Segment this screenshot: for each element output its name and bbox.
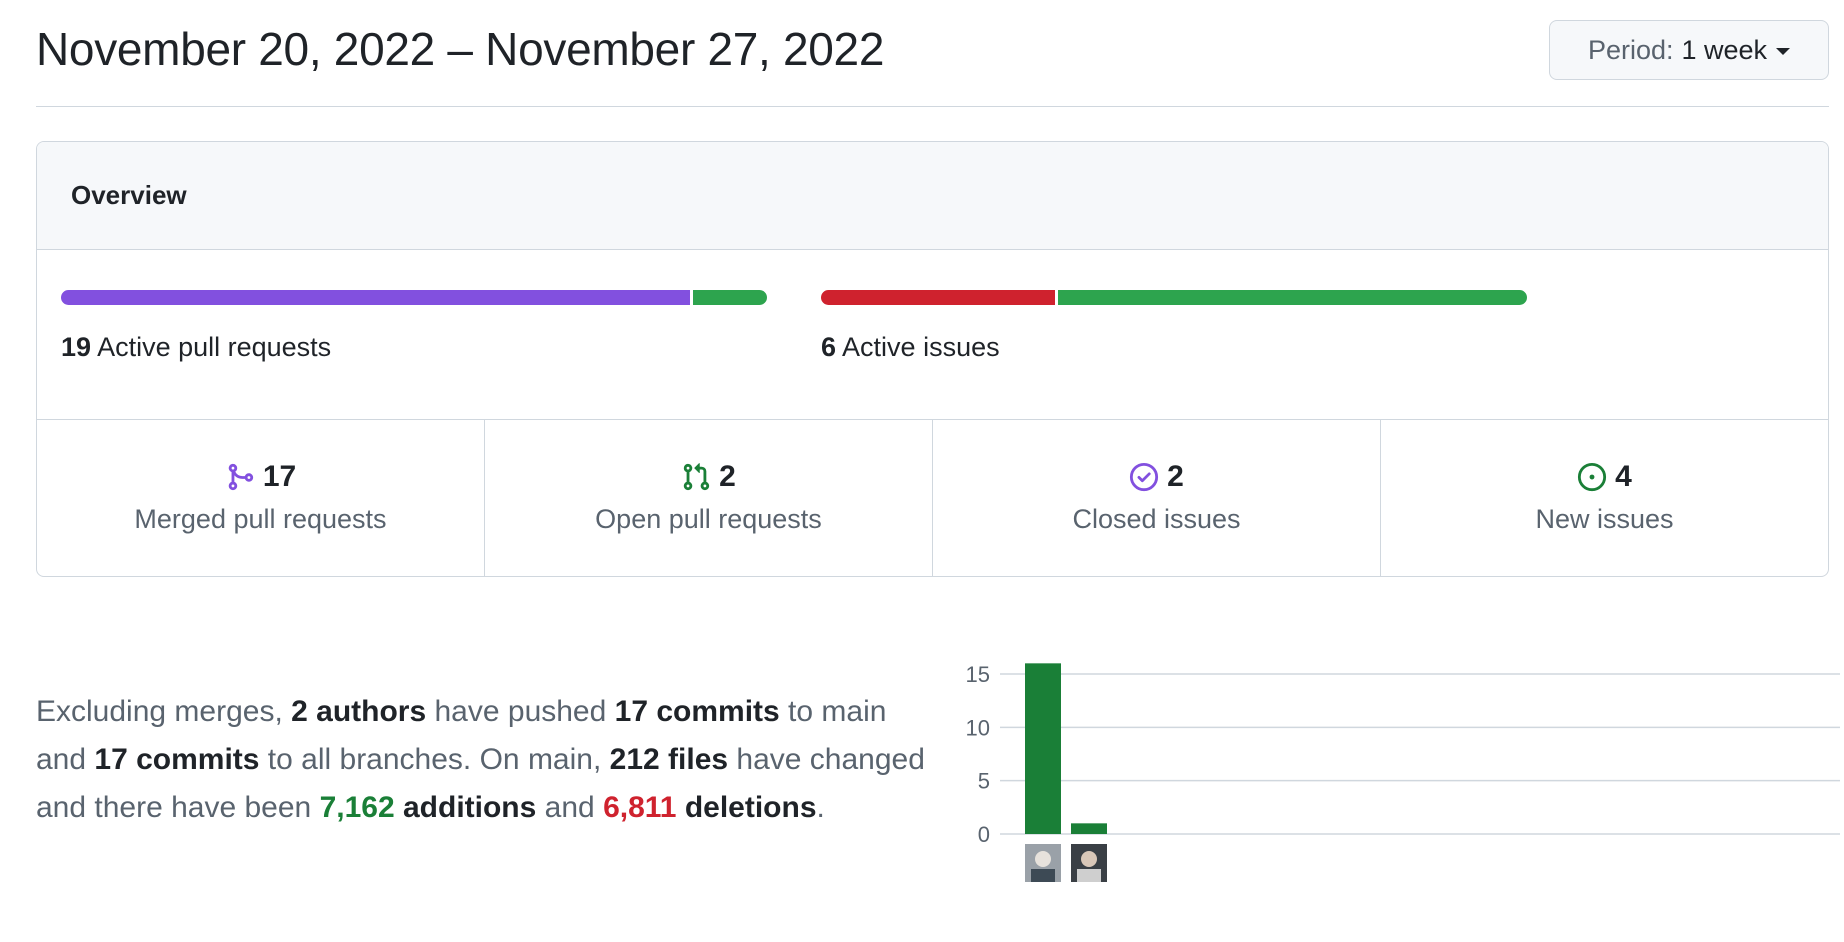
closed-issues-count: 2 (1167, 460, 1184, 493)
open-pull-requests-label: Open pull requests (595, 504, 822, 534)
overview-panel: Overview 19 Active pull requests 6 Activ… (36, 141, 1829, 577)
avatar-face (1035, 851, 1051, 867)
summary-text-4: to all branches. On main, (259, 743, 610, 776)
avatar-shoulders (1077, 869, 1101, 882)
avatar-shoulders (1031, 869, 1055, 882)
y-tick-label: 15 (966, 662, 990, 687)
summary-text-1: Excluding merges, (36, 695, 292, 728)
pull-requests-progress-bar[interactable] (61, 290, 767, 305)
summary-text-7: . (816, 791, 825, 824)
summary-text-6: and (536, 791, 604, 824)
additions-label: additions (394, 791, 537, 824)
y-tick-label: 0 (978, 822, 990, 847)
git-pull-request-icon (683, 463, 710, 491)
commit-bar (1025, 663, 1061, 834)
active-issues-link[interactable]: 6 Active issues (821, 332, 1000, 363)
y-tick-label: 10 (966, 715, 990, 740)
period-value: 1 week (1681, 34, 1768, 65)
active-issues-label: Active issues (842, 332, 1000, 362)
caret-down-icon (1776, 48, 1791, 55)
period-label: Period: (1587, 34, 1674, 65)
additions-count: 7,162 (319, 791, 395, 824)
summary-text-5: have changed and there have been (36, 743, 925, 824)
summary-text-2: have pushed (426, 695, 615, 728)
overview-stats: 17 Merged pull requests 2 Open pull requ… (37, 419, 1828, 576)
files-changed-count: 212 files (609, 743, 729, 776)
commits-main-count: 17 commits (614, 695, 780, 728)
active-pull-requests-count: 19 (61, 332, 92, 362)
stat-new-issues[interactable]: 4 New issues (1381, 420, 1828, 576)
authors-count: 2 authors (291, 695, 427, 728)
active-pull-requests-link[interactable]: 19 Active pull requests (61, 332, 331, 363)
open-pull-requests-count: 2 (719, 460, 736, 493)
new-issues-count: 4 (1615, 460, 1632, 493)
issue-closed-icon (1130, 462, 1159, 492)
deletions-count: 6,811 (603, 791, 677, 824)
stat-closed-issues[interactable]: 2 Closed issues (933, 420, 1381, 576)
avatar-face (1081, 851, 1097, 867)
merged-pull-requests-label: Merged pull requests (134, 504, 387, 534)
stat-open-pull-requests[interactable]: 2 Open pull requests (485, 420, 933, 576)
commit-bar (1071, 823, 1107, 834)
issues-closed-segment (821, 290, 1056, 305)
stat-merged-pull-requests[interactable]: 17 Merged pull requests (37, 420, 485, 576)
commits-by-author-chart: 0 5 10 15 (966, 662, 1840, 882)
commits-all-count: 17 commits (94, 743, 260, 776)
commit-summary: Excluding merges, 2 authors have pushed … (36, 688, 936, 832)
overview-bars: 19 Active pull requests 6 Active issues … (37, 250, 1828, 576)
pull-requests-merged-segment (61, 290, 690, 305)
y-tick-label: 5 (978, 769, 990, 794)
period-dropdown-button[interactable]: Period: 1 week (1549, 20, 1829, 80)
deletions-label: deletions (676, 791, 817, 824)
header-divider (36, 106, 1829, 107)
issues-new-segment (1055, 290, 1527, 305)
pull-requests-open-segment (690, 290, 767, 305)
summary-text-3: to main and (36, 695, 887, 776)
date-range-title: November 20, 2022 – November 27, 2022 (36, 23, 885, 75)
issues-progress-bar[interactable] (821, 290, 1527, 305)
active-pull-requests-label: Active pull requests (97, 332, 332, 362)
issue-opened-icon (1578, 462, 1607, 492)
active-issues-count: 6 (821, 332, 837, 362)
overview-heading: Overview (37, 142, 1828, 250)
closed-issues-label: Closed issues (1072, 504, 1241, 534)
merged-pull-requests-count: 17 (262, 460, 297, 493)
new-issues-label: New issues (1535, 504, 1674, 534)
git-merge-icon (228, 463, 253, 491)
